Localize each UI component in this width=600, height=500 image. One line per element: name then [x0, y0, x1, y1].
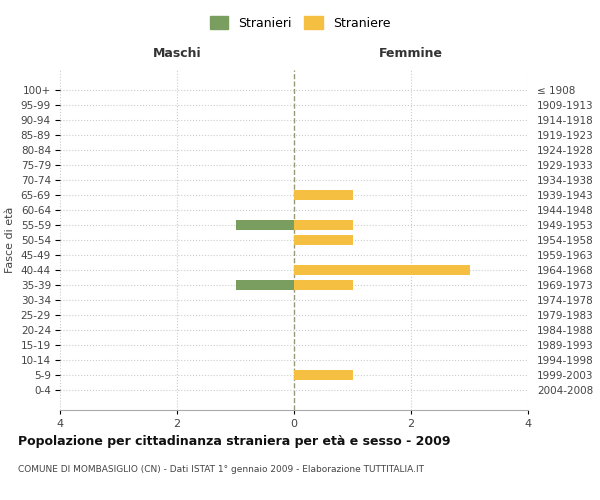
Bar [294, 280, 353, 290]
Y-axis label: Fasce di età: Fasce di età [5, 207, 15, 273]
Bar [294, 370, 353, 380]
Bar [294, 265, 470, 275]
Bar [235, 220, 294, 230]
Bar [294, 190, 353, 200]
Bar [235, 280, 294, 290]
Text: Popolazione per cittadinanza straniera per età e sesso - 2009: Popolazione per cittadinanza straniera p… [18, 435, 451, 448]
Legend: Stranieri, Straniere: Stranieri, Straniere [205, 11, 395, 35]
Text: COMUNE DI MOMBASIGLIO (CN) - Dati ISTAT 1° gennaio 2009 - Elaborazione TUTTITALI: COMUNE DI MOMBASIGLIO (CN) - Dati ISTAT … [18, 465, 424, 474]
Bar [294, 235, 353, 245]
Bar [294, 220, 353, 230]
